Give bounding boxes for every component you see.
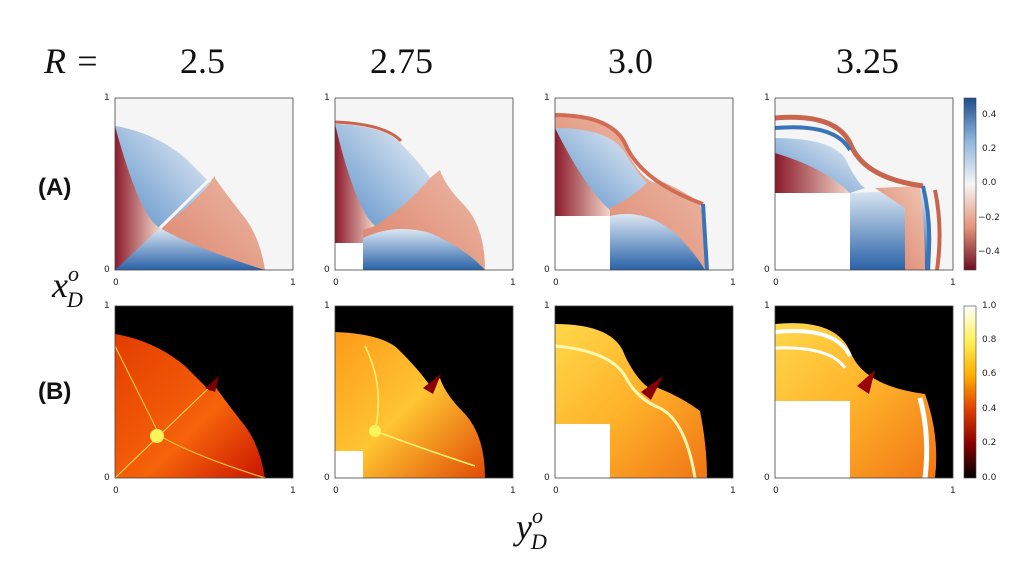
r-value-1: 2.5	[180, 41, 225, 81]
colorbar-b-tick-1: 1.0	[982, 301, 997, 311]
tick-x0-b2: 0	[333, 486, 339, 496]
row-label-a: (A)	[38, 174, 72, 201]
tick-y0-a3: 0	[544, 265, 550, 275]
tick-x0-b1: 0	[113, 486, 119, 496]
colorbar-b	[963, 305, 977, 479]
tick-y0-a4: 0	[764, 265, 770, 275]
r-value-3: 3.0	[608, 41, 653, 81]
tick-y1-b4: 1	[764, 301, 770, 311]
x-axis-label: yoD	[516, 503, 547, 554]
tick-y0-b4: 0	[764, 473, 770, 483]
colorbar-b-tick-4: 0.4	[982, 404, 997, 414]
r-value-4: 3.25	[836, 41, 899, 81]
colorbar-a	[963, 97, 977, 271]
colorbar-b-tick-2: 0.8	[982, 335, 997, 345]
colorbar-a-tick-3: 0.0	[982, 178, 997, 188]
tick-x0-a2: 0	[333, 278, 339, 288]
colorbar-a-tick-5: −0.4	[978, 247, 1000, 257]
tick-x1-b2: 1	[510, 486, 516, 496]
colorbar-b-tick-6: 0.0	[982, 473, 997, 483]
tick-y1-b1: 1	[104, 301, 110, 311]
tick-x0-a4: 0	[773, 278, 779, 288]
tick-x1-b4: 1	[950, 486, 956, 496]
tick-x0-b4: 0	[773, 486, 779, 496]
tick-x1-a2: 1	[510, 278, 516, 288]
tick-y0-a1: 0	[104, 265, 110, 275]
tick-x0-a1: 0	[113, 278, 119, 288]
tick-x1-a3: 1	[730, 278, 736, 288]
tick-y1-b2: 1	[324, 301, 330, 311]
tick-x1-b1: 1	[290, 486, 296, 496]
panel-a-2	[334, 97, 514, 271]
tick-y0-a2: 0	[324, 265, 330, 275]
tick-x0-a3: 0	[553, 278, 559, 288]
panel-b-3	[554, 305, 734, 479]
panel-b-1	[114, 305, 294, 479]
panel-a-1	[114, 97, 294, 271]
colorbar-a-tick-2: 0.2	[982, 144, 997, 154]
tick-y1-b3: 1	[544, 301, 550, 311]
colorbar-b-tick-3: 0.6	[982, 369, 997, 379]
r-label: R =	[44, 41, 100, 81]
tick-y0-b3: 0	[544, 473, 550, 483]
tick-y1-a1: 1	[104, 93, 110, 103]
panel-b-2	[334, 305, 514, 479]
r-value-2: 2.75	[370, 41, 433, 81]
panel-b-4	[774, 305, 954, 479]
tick-x0-b3: 0	[553, 486, 559, 496]
tick-x1-b3: 1	[730, 486, 736, 496]
tick-y1-a3: 1	[544, 93, 550, 103]
panel-a-3	[554, 97, 734, 271]
row-label-b: (B)	[38, 378, 72, 405]
tick-x1-a4: 1	[950, 278, 956, 288]
tick-x1-a1: 1	[290, 278, 296, 288]
tick-y1-a2: 1	[324, 93, 330, 103]
colorbar-b-tick-5: 0.2	[982, 438, 997, 448]
tick-y1-a4: 1	[764, 93, 770, 103]
colorbar-a-tick-4: −0.2	[978, 213, 1000, 223]
tick-y0-b2: 0	[324, 473, 330, 483]
colorbar-a-tick-1: 0.4	[982, 110, 997, 120]
y-axis-label: xoD	[52, 261, 83, 312]
panel-a-4	[774, 97, 954, 271]
tick-y0-b1: 0	[104, 473, 110, 483]
